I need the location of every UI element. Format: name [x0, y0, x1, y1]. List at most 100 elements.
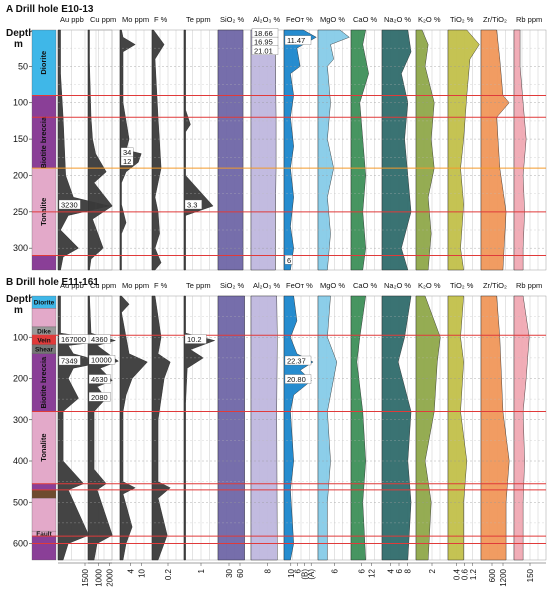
column-header-A-Cu: Cu ppm — [90, 15, 116, 24]
column-header-B-Te: Te ppm — [186, 281, 211, 290]
depth-label-B: Depth — [6, 294, 34, 305]
lithology-unit-A-4 — [31, 255, 57, 271]
annotation-box — [284, 255, 293, 265]
annotation-B-5: 2080 — [91, 393, 108, 402]
lithology-unit-B-9 — [31, 497, 57, 532]
annotation-box — [88, 334, 111, 344]
bottom-tick-label-Al2O3-0: 8 — [264, 568, 273, 573]
panel-title-A: A Drill hole E10-13 — [6, 4, 94, 15]
bottom-tick-label-TiO2-0: 0.4 — [452, 568, 461, 580]
bottom-tick-label-Cu-0: 1000 — [95, 568, 104, 586]
annotation-box — [284, 35, 312, 45]
profile-A-ZrTiO2 — [480, 29, 510, 271]
profile-B-SiO2 — [217, 295, 245, 561]
profile-A-Na2O — [381, 29, 412, 271]
bottom-tick-label-Cu-1: 2000 — [105, 568, 114, 586]
column-header-B-SiO2: SiO₂ % — [220, 281, 244, 290]
bottom-tick-label-FeOT-1: 6 — [294, 568, 303, 573]
profile-B-ZrTiO2 — [480, 295, 510, 561]
profile-A-Te — [183, 29, 214, 271]
annotation-B-6: 10.2 — [187, 335, 202, 344]
bottom-tick-label-MgO-0: 6 — [331, 568, 340, 573]
column-header-B-F: F % — [154, 281, 168, 290]
depth-tick-B-500: 500 — [13, 497, 28, 507]
profile-B-K2O — [415, 295, 441, 561]
bottom-tick-label-F-0: 0.2 — [164, 568, 173, 580]
depth-unit-A: m — [14, 39, 23, 50]
column-header-A-TiO2: TiO₂ % — [450, 15, 474, 24]
depth-tick-B-400: 400 — [13, 456, 28, 466]
annotation-A-2: 12 — [123, 157, 131, 166]
column-header-B-MgO: MgO % — [320, 281, 345, 290]
bottom-tick-label-Mo-0: 4 — [127, 568, 136, 573]
lithology-label-B-0: Diorite — [34, 300, 55, 307]
annotation-box — [284, 374, 312, 384]
column-header-A-F: F % — [154, 15, 168, 24]
lithology-label-A-0: Diorite — [39, 51, 48, 75]
profile-A-TiO2 — [447, 29, 480, 271]
annotation-box — [88, 392, 111, 402]
profile-A-Cu — [87, 29, 113, 271]
annotation-B-2: 4360 — [91, 335, 108, 344]
lithology-label-B-6: Tonalite — [39, 433, 48, 461]
depth-unit-B: m — [14, 305, 23, 316]
depth-tick-B-300: 300 — [13, 415, 28, 425]
lithology-unit-A-1 — [31, 95, 57, 118]
column-header-A-K2O: K₂O % — [418, 15, 441, 24]
annotation-A-0: 3230 — [61, 201, 78, 210]
annotation-B-7: 22.37 — [287, 357, 306, 366]
annotation-box — [58, 199, 81, 210]
depth-tick-B-200: 200 — [13, 374, 28, 384]
depth-tick-A-50: 50 — [18, 61, 28, 71]
lithology-unit-B-5 — [31, 353, 57, 412]
annotation-box — [120, 156, 134, 166]
column-header-A-Mo: Mo ppm — [122, 15, 149, 24]
annotation-B-3: 10000 — [91, 356, 112, 365]
bottom-tick-label-FeOT-3: (A) — [307, 569, 316, 580]
depth-tick-A-100: 100 — [13, 98, 28, 108]
annotation-box — [251, 45, 279, 55]
bottom-tick-label-SiO2-0: 30 — [225, 568, 234, 577]
column-header-B-TiO2: TiO₂ % — [450, 281, 474, 290]
bottom-tick-label-ZrTiO2-0: 600 — [488, 568, 497, 582]
column-header-A-Te: Te ppm — [186, 15, 211, 24]
profile-A-F — [151, 29, 165, 271]
bottom-tick-label-TiO2-2: 1.2 — [469, 568, 478, 580]
column-header-A-Au: Au ppb — [60, 15, 84, 24]
lithology-unit-B-8 — [31, 489, 57, 499]
annotation-box — [88, 355, 116, 365]
bottom-tick-label-FeOT-2: (B) — [300, 569, 309, 580]
column-header-B-ZrTiO2: Zr/TiO₂ — [483, 281, 507, 290]
lithology-unit-B-1 — [31, 308, 57, 328]
depth-tick-A-200: 200 — [13, 170, 28, 180]
profile-A-CaO — [350, 29, 369, 271]
lithology-unit-B-11 — [31, 535, 57, 561]
column-header-B-CaO: CaO % — [353, 281, 378, 290]
annotation-B-4: 4630 — [91, 375, 108, 384]
lithology-label-B-2: Dike — [37, 329, 51, 336]
column-header-B-K2O: K₂O % — [418, 281, 441, 290]
column-header-B-Na2O: Na₂O % — [384, 281, 411, 290]
annotation-box — [184, 334, 207, 344]
column-header-A-SiO2: SiO₂ % — [220, 15, 244, 24]
bottom-tick-label-CaO-0: 6 — [357, 568, 366, 573]
bottom-tick-label-K2O-0: 2 — [428, 568, 437, 573]
column-header-A-MgO: MgO % — [320, 15, 345, 24]
annotation-box — [284, 355, 312, 366]
profile-B-Mo — [119, 295, 148, 561]
column-header-B-Rb: Rb ppm — [516, 281, 542, 290]
panel-title-B: B Drill hole E11-161 — [6, 277, 99, 288]
bottom-tick-label-Mo-1: 10 — [137, 568, 146, 577]
profile-A-FeOT — [283, 29, 317, 271]
profile-A-Rb — [513, 29, 527, 271]
column-header-A-ZrTiO2: Zr/TiO₂ — [483, 15, 507, 24]
annotation-B-0: 167000 — [61, 335, 86, 344]
annotation-A-7: 11.47 — [287, 36, 305, 45]
bottom-tick-label-Na2O-1: 6 — [395, 568, 404, 573]
bottom-tick-label-Au-0: 1500 — [81, 568, 90, 586]
lithology-label-A-2: Biotite breccia — [39, 116, 48, 169]
column-header-A-CaO: CaO % — [353, 15, 378, 24]
bottom-tick-label-FeOT-0: 10 — [287, 568, 296, 577]
bottom-tick-label-Na2O-2: 8 — [404, 568, 413, 573]
